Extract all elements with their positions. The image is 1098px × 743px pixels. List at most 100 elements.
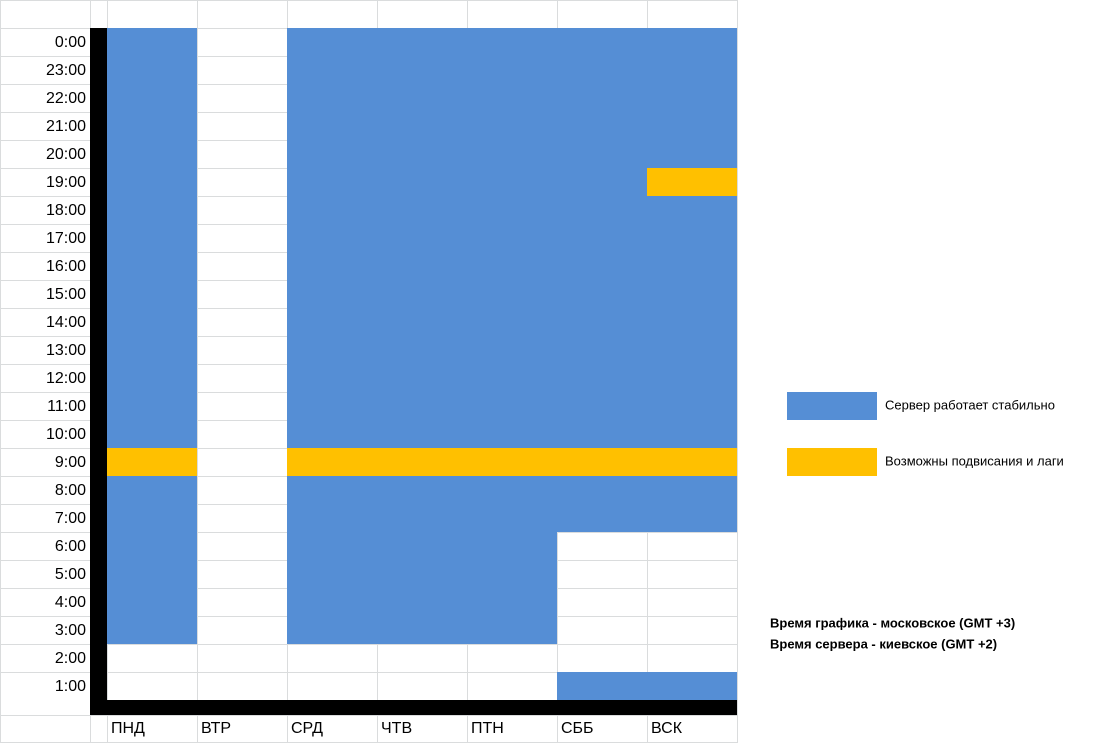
schedule-cell <box>287 420 377 448</box>
schedule-cell <box>107 420 197 448</box>
schedule-cell <box>287 252 377 280</box>
schedule-cell <box>557 420 647 448</box>
hour-label: 11:00 <box>47 398 86 415</box>
schedule-cell <box>287 28 377 56</box>
hour-label: 23:00 <box>46 62 86 79</box>
schedule-cell <box>557 336 647 364</box>
schedule-cell <box>647 280 737 308</box>
schedule-cell <box>557 448 647 476</box>
schedule-cell <box>647 476 737 504</box>
legend-label: Возможны подвисания и лаги <box>885 453 1064 468</box>
schedule-cell <box>107 392 197 420</box>
schedule-cell <box>647 448 737 476</box>
schedule-cell <box>557 364 647 392</box>
schedule-cell <box>107 364 197 392</box>
day-label: ВСК <box>651 720 683 737</box>
schedule-cell <box>377 392 467 420</box>
cells <box>107 28 737 700</box>
hour-label: 21:00 <box>46 118 86 135</box>
schedule-cell <box>557 56 647 84</box>
hour-label: 12:00 <box>46 370 86 387</box>
hour-label: 0:00 <box>55 34 86 51</box>
hour-label: 20:00 <box>46 146 86 163</box>
schedule-cell <box>107 448 197 476</box>
schedule-cell <box>557 280 647 308</box>
schedule-cell <box>287 168 377 196</box>
schedule-cell <box>377 308 467 336</box>
hour-label: 15:00 <box>46 286 86 303</box>
schedule-cell <box>287 448 377 476</box>
schedule-cell <box>287 504 377 532</box>
schedule-cell <box>647 224 737 252</box>
schedule-cell <box>557 392 647 420</box>
schedule-cell <box>467 196 557 224</box>
schedule-cell <box>377 532 467 560</box>
schedule-cell <box>287 224 377 252</box>
schedule-cell <box>107 84 197 112</box>
schedule-cell <box>377 28 467 56</box>
hour-label: 2:00 <box>55 650 86 667</box>
schedule-cell <box>467 616 557 644</box>
schedule-cell <box>647 252 737 280</box>
schedule-cell <box>647 364 737 392</box>
schedule-cell <box>647 392 737 420</box>
schedule-cell <box>287 392 377 420</box>
legend-swatch <box>787 392 877 420</box>
schedule-cell <box>287 588 377 616</box>
hour-label: 22:00 <box>46 90 86 107</box>
day-label: ПТН <box>471 720 504 737</box>
schedule-cell <box>377 560 467 588</box>
schedule-cell <box>557 252 647 280</box>
schedule-cell <box>377 224 467 252</box>
schedule-cell <box>467 420 557 448</box>
schedule-cell <box>287 308 377 336</box>
hour-label: 17:00 <box>46 230 86 247</box>
schedule-cell <box>557 476 647 504</box>
legend-label: Сервер работает стабильно <box>885 397 1055 412</box>
schedule-cell <box>287 476 377 504</box>
schedule-cell <box>107 196 197 224</box>
schedule-cell <box>647 112 737 140</box>
schedule-cell <box>467 28 557 56</box>
hour-label: 1:00 <box>55 678 86 695</box>
schedule-cell <box>107 504 197 532</box>
schedule-cell <box>467 476 557 504</box>
schedule-cell <box>647 420 737 448</box>
schedule-cell <box>107 252 197 280</box>
schedule-cell <box>557 84 647 112</box>
hour-label: 3:00 <box>55 622 86 639</box>
schedule-cell <box>467 336 557 364</box>
schedule-cell <box>107 28 197 56</box>
schedule-cell <box>287 56 377 84</box>
schedule-cell <box>467 532 557 560</box>
schedule-cell <box>557 308 647 336</box>
schedule-cell <box>287 560 377 588</box>
schedule-cell <box>287 280 377 308</box>
schedule-cell <box>377 476 467 504</box>
schedule-cell <box>377 336 467 364</box>
schedule-cell <box>647 84 737 112</box>
schedule-cell <box>647 28 737 56</box>
schedule-cell <box>287 112 377 140</box>
note: Время графика - московское (GMT +3) <box>770 615 1015 630</box>
hour-label: 8:00 <box>55 482 86 499</box>
schedule-cell <box>287 336 377 364</box>
schedule-cell <box>467 392 557 420</box>
schedule-cell <box>377 168 467 196</box>
schedule-cell <box>647 504 737 532</box>
black-bar-vertical <box>90 28 107 715</box>
schedule-cell <box>107 280 197 308</box>
day-label: СББ <box>561 720 594 737</box>
schedule-cell <box>467 84 557 112</box>
schedule-cell <box>467 224 557 252</box>
schedule-cell <box>107 616 197 644</box>
schedule-cell <box>467 140 557 168</box>
schedule-cell <box>647 56 737 84</box>
schedule-cell <box>377 588 467 616</box>
schedule-cell <box>647 168 737 196</box>
schedule-cell <box>557 112 647 140</box>
schedule-cell <box>107 588 197 616</box>
schedule-cell <box>377 196 467 224</box>
